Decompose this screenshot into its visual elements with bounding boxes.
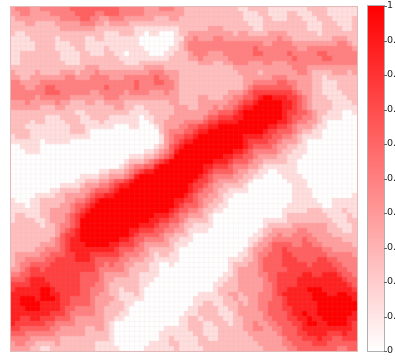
colorbar-tickmark [384, 40, 387, 42]
colorbar-tick-label: 0. [387, 34, 395, 46]
colorbar [367, 5, 385, 352]
colorbar-tickmark [384, 75, 387, 76]
colorbar-tick-label: 0. [387, 310, 395, 322]
heatmap-plot-area [10, 6, 358, 352]
heatmap-grid [11, 7, 357, 351]
colorbar-tick-label: 0. [387, 103, 395, 115]
colorbar-tickmark [384, 144, 387, 145]
colorbar-tickmark [384, 247, 387, 249]
colorbar-tick-label: 0. [387, 207, 395, 218]
colorbar-tick-label: 0. [387, 138, 395, 149]
colorbar-tick-label: 0. [387, 172, 395, 184]
colorbar-tickmark [384, 109, 387, 111]
colorbar-tickmark [384, 351, 387, 352]
colorbar-tick-label: 0. [387, 241, 395, 253]
colorbar-tick-label: 0. [387, 69, 395, 80]
colorbar-tick-label: 1 [387, 0, 394, 11]
colorbar-tickmark [384, 213, 387, 214]
colorbar-tickmark [384, 282, 387, 283]
colorbar-tickmark [384, 178, 387, 180]
colorbar-tick-label: 0 [387, 345, 394, 356]
colorbar-tick-label: 0. [387, 276, 395, 287]
colorbar-tickmark [384, 316, 387, 318]
colorbar-tickmark [384, 6, 387, 7]
